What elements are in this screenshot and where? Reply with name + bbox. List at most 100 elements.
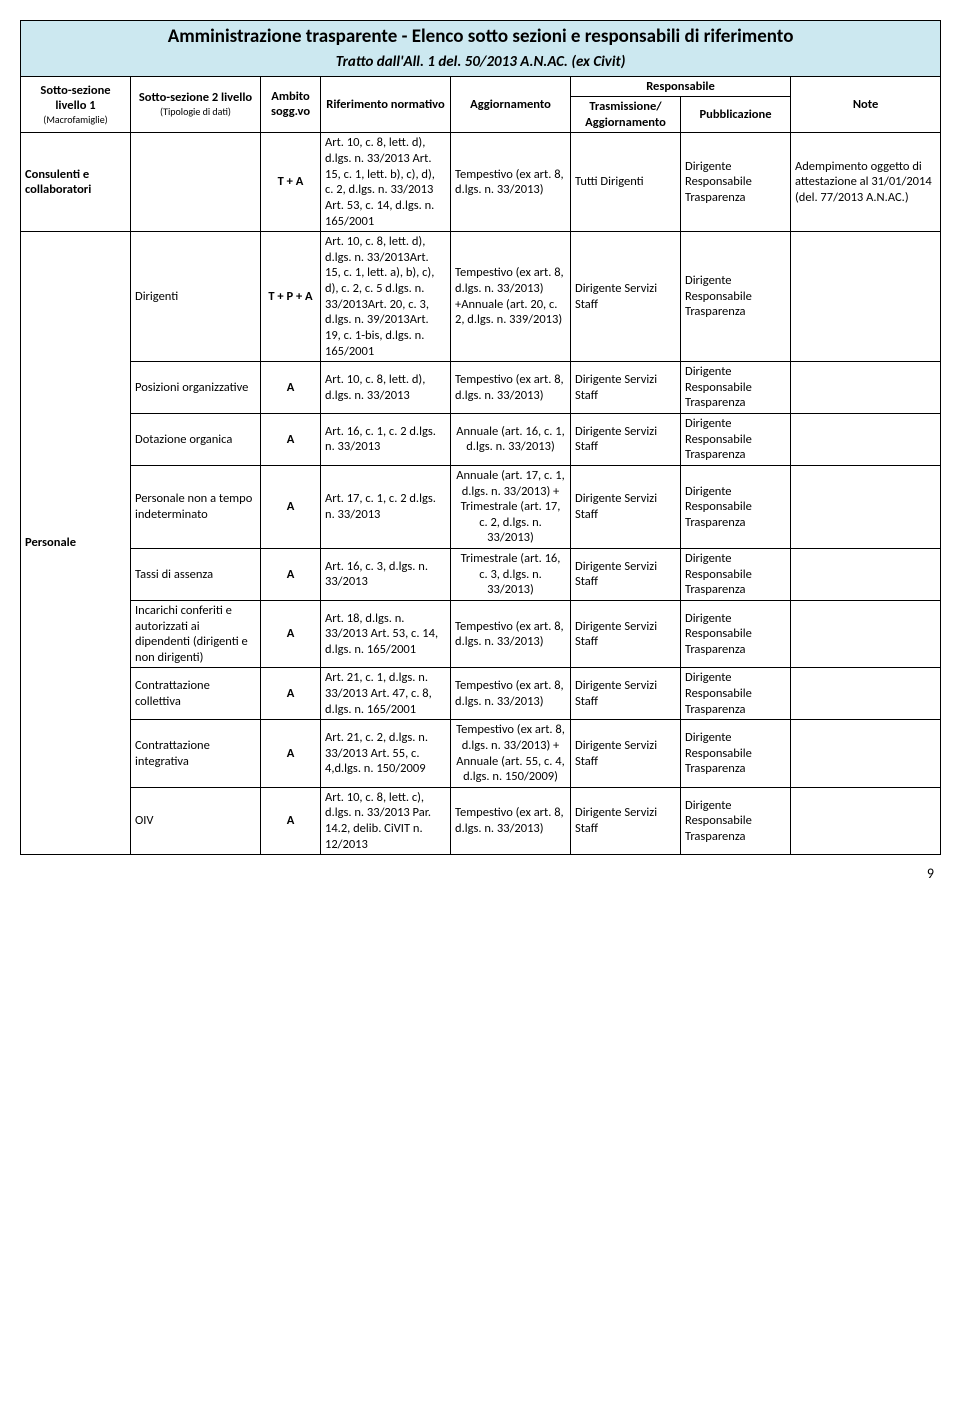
hdr-resp: Responsabile <box>571 76 791 97</box>
cell-trasm: Dirigente Servizi Staff <box>571 549 681 601</box>
cell-ambito: A <box>261 465 321 548</box>
cell-agg: Trimestrale (art. 16, c. 3, d.lgs. n. 33… <box>451 549 571 601</box>
cell-tipo: Posizioni organizzative <box>131 362 261 414</box>
cell-pub: Dirigente Responsabile Trasparenza <box>681 787 791 855</box>
cell-pub: Dirigente Responsabile Trasparenza <box>681 133 791 232</box>
cell-ambito: A <box>261 549 321 601</box>
cell-trasm: Dirigente Servizi Staff <box>571 465 681 548</box>
cell-note <box>791 549 941 601</box>
cell-ambito: A <box>261 414 321 466</box>
cell-tipo: OIV <box>131 787 261 855</box>
cell-rif: Art. 21, c. 1, d.lgs. n. 33/2013 Art. 47… <box>321 668 451 720</box>
cell-note <box>791 720 941 788</box>
hdr-tipo: Sotto-sezione 2 livello (Tipologie di da… <box>131 76 261 133</box>
cell-pub: Dirigente Responsabile Trasparenza <box>681 362 791 414</box>
cell-note: Adempimento oggetto di attestazione al 3… <box>791 133 941 232</box>
table-row: Personale Dirigenti T + P + A Art. 10, c… <box>21 232 941 362</box>
cell-trasm: Dirigente Servizi Staff <box>571 668 681 720</box>
cell-pub: Dirigente Responsabile Trasparenza <box>681 720 791 788</box>
hdr-agg: Aggiornamento <box>451 76 571 133</box>
cell-macro: Personale <box>21 232 131 855</box>
cell-tipo: Tassi di assenza <box>131 549 261 601</box>
cell-rif: Art. 10, c. 8, lett. d), d.lgs. n. 33/20… <box>321 362 451 414</box>
cell-tipo: Personale non a tempo indeterminato <box>131 465 261 548</box>
hdr-note: Note <box>791 76 941 133</box>
cell-pub: Dirigente Responsabile Trasparenza <box>681 668 791 720</box>
cell-pub: Dirigente Responsabile Trasparenza <box>681 465 791 548</box>
table-row: Consulenti e collaboratori T + A Art. 10… <box>21 133 941 232</box>
cell-note <box>791 362 941 414</box>
cell-ambito: A <box>261 668 321 720</box>
cell-agg: Tempestivo (ex art. 8, d.lgs. n. 33/2013… <box>451 232 571 362</box>
cell-rif: Art. 16, c. 3, d.lgs. n. 33/2013 <box>321 549 451 601</box>
cell-rif: Art. 16, c. 1, c. 2 d.lgs. n. 33/2013 <box>321 414 451 466</box>
table-row: Personale non a tempo indeterminato A Ar… <box>21 465 941 548</box>
cell-tipo: Incarichi conferiti e autorizzati ai dip… <box>131 600 261 668</box>
table-row: Contrattazione integrativa A Art. 21, c.… <box>21 720 941 788</box>
cell-ambito: T + P + A <box>261 232 321 362</box>
cell-ambito: A <box>261 787 321 855</box>
cell-tipo: Contrattazione collettiva <box>131 668 261 720</box>
cell-trasm: Dirigente Servizi Staff <box>571 362 681 414</box>
cell-tipo <box>131 133 261 232</box>
cell-ambito: A <box>261 720 321 788</box>
cell-tipo: Dotazione organica <box>131 414 261 466</box>
cell-note <box>791 414 941 466</box>
cell-note <box>791 232 941 362</box>
table-row: Incarichi conferiti e autorizzati ai dip… <box>21 600 941 668</box>
hdr-tipo-label: Sotto-sezione 2 livello <box>139 90 252 105</box>
transparency-table: Amministrazione trasparente - Elenco sot… <box>20 20 941 855</box>
subtitle-row: Tratto dall'All. 1 del. 50/2013 A.N.AC. … <box>21 51 941 76</box>
cell-rif: Art. 10, c. 8, lett. d), d.lgs. n. 33/20… <box>321 232 451 362</box>
cell-agg: Tempestivo (ex art. 8, d.lgs. n. 33/2013… <box>451 362 571 414</box>
cell-agg: Annuale (art. 17, c. 1, d.lgs. n. 33/201… <box>451 465 571 548</box>
cell-trasm: Dirigente Servizi Staff <box>571 720 681 788</box>
cell-pub: Dirigente Responsabile Trasparenza <box>681 549 791 601</box>
title-cell: Amministrazione trasparente - Elenco sot… <box>21 21 941 51</box>
table-row: Contrattazione collettiva A Art. 21, c. … <box>21 668 941 720</box>
title-row: Amministrazione trasparente - Elenco sot… <box>21 21 941 51</box>
cell-agg: Tempestivo (ex art. 8, d.lgs. n. 33/2013… <box>451 787 571 855</box>
cell-rif: Art. 10, c. 8, lett. d), d.lgs. n. 33/20… <box>321 133 451 232</box>
cell-trasm: Dirigente Servizi Staff <box>571 232 681 362</box>
table-row: OIV A Art. 10, c. 8, lett. c), d.lgs. n.… <box>21 787 941 855</box>
hdr-tipo-sub: (Tipologie di dati) <box>135 106 256 119</box>
hdr-macro-label: Sotto-sezione livello 1 <box>40 83 110 114</box>
hdr-pub: Pubblicazione <box>681 97 791 133</box>
cell-note <box>791 668 941 720</box>
cell-note <box>791 600 941 668</box>
cell-rif: Art. 21, c. 2, d.lgs. n. 33/2013 Art. 55… <box>321 720 451 788</box>
cell-macro: Consulenti e collaboratori <box>21 133 131 232</box>
cell-pub: Dirigente Responsabile Trasparenza <box>681 232 791 362</box>
hdr-rif: Riferimento normativo <box>321 76 451 133</box>
cell-trasm: Dirigente Servizi Staff <box>571 414 681 466</box>
page-container: Amministrazione trasparente - Elenco sot… <box>20 20 940 882</box>
cell-note <box>791 465 941 548</box>
page-number: 9 <box>20 855 940 882</box>
cell-agg: Tempestivo (ex art. 8, d.lgs. n. 33/2013… <box>451 133 571 232</box>
hdr-trasm: Trasmissione/ Aggiornamento <box>571 97 681 133</box>
cell-trasm: Dirigente Servizi Staff <box>571 600 681 668</box>
cell-agg: Tempestivo (ex art. 8, d.lgs. n. 33/2013… <box>451 600 571 668</box>
cell-rif: Art. 18, d.lgs. n. 33/2013 Art. 53, c. 1… <box>321 600 451 668</box>
hdr-ambito: Ambito sogg.vo <box>261 76 321 133</box>
cell-rif: Art. 17, c. 1, c. 2 d.lgs. n. 33/2013 <box>321 465 451 548</box>
hdr-macro-sub: (Macrofamiglie) <box>25 114 126 127</box>
hdr-macro: Sotto-sezione livello 1 (Macrofamiglie) <box>21 76 131 133</box>
cell-agg: Tempestivo (ex art. 8, d.lgs. n. 33/2013… <box>451 720 571 788</box>
cell-ambito: A <box>261 600 321 668</box>
cell-tipo: Contrattazione integrativa <box>131 720 261 788</box>
cell-ambito: A <box>261 362 321 414</box>
table-row: Posizioni organizzative A Art. 10, c. 8,… <box>21 362 941 414</box>
cell-trasm: Tutti Dirigenti <box>571 133 681 232</box>
subtitle-cell: Tratto dall'All. 1 del. 50/2013 A.N.AC. … <box>21 51 941 76</box>
cell-tipo: Dirigenti <box>131 232 261 362</box>
cell-agg: Annuale (art. 16, c. 1, d.lgs. n. 33/201… <box>451 414 571 466</box>
cell-note <box>791 787 941 855</box>
cell-pub: Dirigente Responsabile Trasparenza <box>681 600 791 668</box>
header-row-1: Sotto-sezione livello 1 (Macrofamiglie) … <box>21 76 941 97</box>
cell-pub: Dirigente Responsabile Trasparenza <box>681 414 791 466</box>
cell-ambito: T + A <box>261 133 321 232</box>
table-row: Dotazione organica A Art. 16, c. 1, c. 2… <box>21 414 941 466</box>
cell-agg: Tempestivo (ex art. 8, d.lgs. n. 33/2013… <box>451 668 571 720</box>
